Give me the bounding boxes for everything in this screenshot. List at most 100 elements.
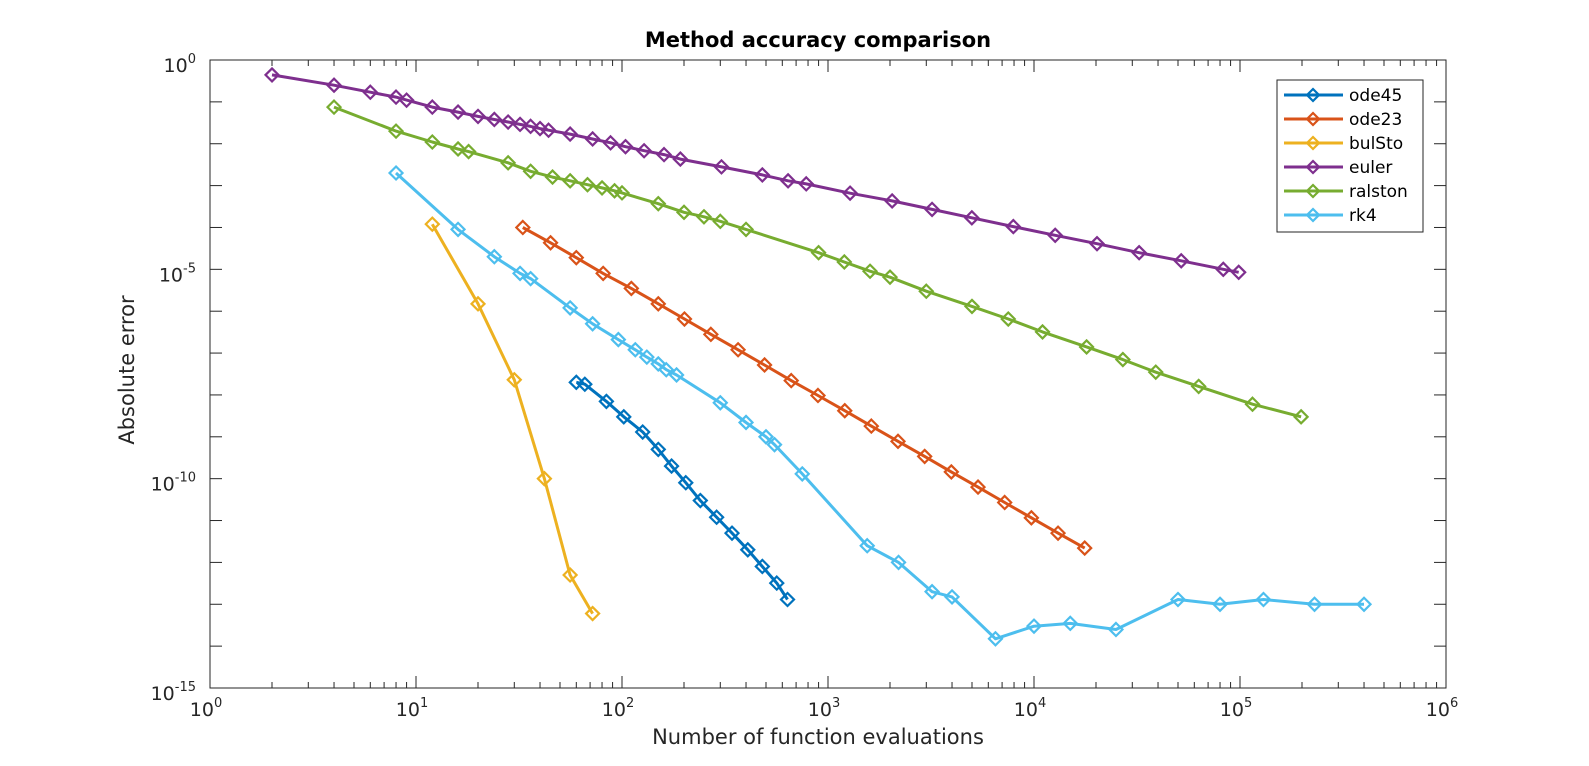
data-point-ralston: [593, 179, 611, 196]
data-point-euler: [1047, 227, 1064, 244]
data-point-euler: [780, 172, 797, 189]
data-point-ode23: [943, 463, 960, 480]
data-point-euler: [263, 66, 281, 83]
data-point-ralston: [544, 168, 561, 186]
data-point-ode45: [634, 423, 651, 441]
data-point-rk4: [562, 299, 579, 316]
series-layer: [263, 66, 1373, 647]
data-point-ralston: [1034, 323, 1051, 340]
data-point-ode45: [768, 575, 785, 592]
data-point-rk4: [658, 361, 675, 378]
data-point-rk4: [627, 341, 644, 358]
data-point-ralston: [918, 283, 935, 300]
x-tick-label: 101: [396, 696, 428, 721]
data-point-ode45: [739, 541, 756, 558]
data-point-ralston: [562, 172, 579, 189]
legend-box: [1276, 79, 1424, 233]
data-point-ode45: [568, 374, 585, 391]
data-point-ode23: [676, 310, 693, 328]
data-point-bulSto: [584, 605, 601, 622]
legend-swatch-marker: [1305, 87, 1321, 103]
data-point-ralston: [1293, 408, 1310, 425]
axes: 100 101 102 103 104 105 106 100 10-5 10-10 10-15: [151, 52, 1459, 721]
legend-swatch-marker: [1305, 207, 1321, 223]
data-point-rk4: [1306, 596, 1323, 613]
data-point-ode23: [568, 249, 585, 266]
data-point-ode23: [756, 356, 773, 374]
data-point-euler: [486, 111, 503, 128]
data-point-rk4: [1025, 618, 1043, 635]
data-point-rk4: [486, 248, 503, 265]
data-point-rk4: [668, 366, 685, 384]
data-point-euler: [1131, 244, 1148, 261]
data-point-euler: [362, 84, 379, 101]
data-point-ralston: [695, 208, 713, 225]
legend-label: ralston: [1349, 182, 1408, 202]
legend: ode45 ode23 bulSto euler ralston rk4: [1276, 79, 1424, 233]
legend-item-ode23: ode23: [1284, 110, 1402, 130]
data-point-ralston: [712, 213, 729, 230]
data-point-euler: [562, 126, 579, 143]
legend-swatch-marker: [1305, 135, 1321, 151]
data-point-ralston: [522, 163, 539, 180]
y-tick-label: 100: [164, 52, 196, 77]
data-point-rk4: [1107, 621, 1125, 638]
data-point-ode45: [576, 376, 593, 393]
data-point-ralston: [1147, 364, 1164, 381]
data-point-euler: [1215, 261, 1232, 278]
data-point-ode23: [783, 372, 800, 389]
data-point-euler: [500, 113, 517, 131]
data-point-bulSto: [562, 566, 579, 584]
series-line-rk4: [394, 171, 1364, 641]
data-point-rk4: [387, 164, 405, 182]
data-point-euler: [655, 146, 673, 163]
data-point-rk4: [737, 414, 755, 431]
data-point-ode45: [650, 441, 667, 458]
data-point-euler: [398, 92, 415, 109]
data-point-rk4: [522, 270, 539, 287]
data-point-euler: [387, 89, 405, 106]
data-point-bulSto: [424, 216, 441, 233]
data-point-ode23: [1049, 525, 1067, 542]
series-line-ode23: [522, 226, 1086, 550]
data-point-ralston: [460, 143, 477, 160]
data-point-ode23: [514, 219, 531, 236]
data-point-bulSto: [506, 371, 523, 388]
x-tick-label: 104: [1014, 696, 1046, 721]
legend-label: rk4: [1349, 206, 1377, 226]
data-point-bulSto: [536, 470, 553, 487]
data-point-rk4: [712, 394, 729, 411]
series-line-euler: [271, 73, 1239, 274]
y-tick-label: 10-15: [151, 680, 196, 705]
data-point-rk4: [924, 583, 941, 600]
y-tick-label: 10-10: [151, 471, 196, 496]
data-point-ode23: [1076, 540, 1093, 557]
data-point-ode23: [650, 295, 667, 312]
data-point-ralston: [449, 140, 467, 158]
data-point-rk4: [1062, 615, 1079, 632]
data-point-ralston: [1244, 396, 1261, 413]
data-point-ralston: [881, 269, 899, 286]
legend-item-ralston: ralston: [1284, 182, 1408, 202]
data-point-euler: [584, 130, 601, 148]
data-point-euler: [713, 158, 730, 175]
legend-item-euler: euler: [1284, 158, 1392, 178]
data-point-rk4: [987, 630, 1004, 647]
series-ode45: [568, 374, 796, 608]
data-point-ode45: [677, 474, 694, 491]
legend-label: ode23: [1349, 110, 1402, 130]
data-point-euler: [1173, 252, 1190, 269]
data-point-euler: [798, 175, 815, 192]
data-point-rk4: [584, 315, 601, 332]
data-point-ralston: [325, 99, 343, 116]
data-point-ralston: [613, 184, 631, 201]
data-point-euler: [754, 166, 771, 183]
data-point-euler: [636, 142, 653, 159]
data-point-rk4: [512, 265, 529, 282]
data-point-rk4: [638, 349, 655, 366]
legend-label: bulSto: [1349, 134, 1403, 154]
legend-label: ode45: [1349, 86, 1402, 106]
series-euler: [263, 66, 1247, 281]
data-point-ode23: [1023, 509, 1040, 526]
